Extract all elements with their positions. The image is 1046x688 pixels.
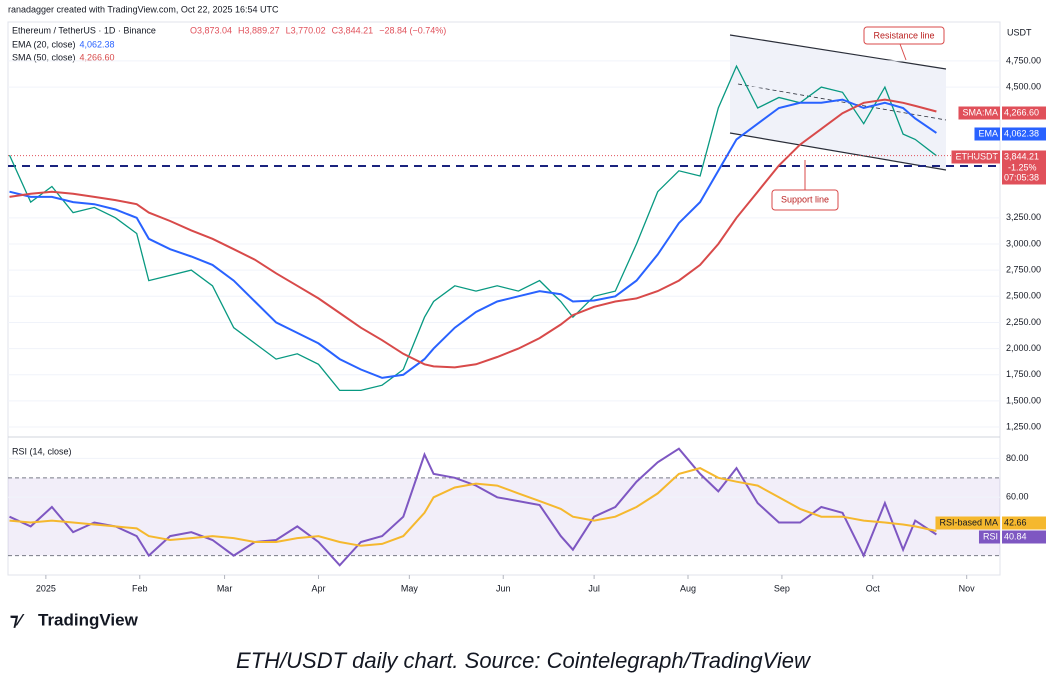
y-tick-label: 4,500.00	[1006, 81, 1041, 91]
value-tag	[1002, 150, 1046, 185]
y-tick-label: 4,750.00	[1006, 55, 1041, 65]
rsi-title: RSI (14, close)	[12, 446, 72, 456]
ohlc-value: C3,844.21	[332, 25, 374, 35]
y-tick-label: 3,000.00	[1006, 238, 1041, 248]
series-line	[9, 98, 937, 369]
tag-name-box	[974, 127, 1000, 141]
x-tick-label: Apr	[311, 583, 325, 593]
y-tick-label: 60.00	[1006, 492, 1029, 502]
change-label: -1.25%	[1008, 162, 1037, 172]
y-tick-label: 2,500.00	[1006, 291, 1041, 301]
symbol-title: Ethereum / TetherUS · 1D · Binance	[12, 25, 156, 35]
annotation: Support line	[781, 194, 829, 204]
legend-value: 4,266.60	[80, 52, 115, 62]
y-tick-label: 2,750.00	[1006, 265, 1041, 275]
resistance-line	[729, 34, 947, 70]
ohlc-value: H3,889.27	[238, 25, 280, 35]
ohlc-value: L3,770.02	[286, 25, 326, 35]
caption: ETH/USDT daily chart. Source: Cointelegr…	[236, 648, 812, 673]
value-tag-label: 3,844.21	[1004, 151, 1039, 161]
brand: TradingView	[38, 610, 139, 629]
legend-value: 4,062.38	[80, 39, 115, 49]
y-tick-label: 1,250.00	[1006, 421, 1041, 431]
series-line	[9, 447, 937, 567]
y-tick-label: 3,250.00	[1006, 212, 1041, 222]
channel-fill	[730, 35, 946, 170]
legend-label: EMA (20, close)	[12, 39, 76, 49]
y-tick-label: 2,250.00	[1006, 317, 1041, 327]
annotation-pointer	[899, 43, 907, 61]
countdown-label: 07:05:38	[1004, 172, 1039, 182]
y-tick-label: 2,000.00	[1006, 343, 1041, 353]
series-line	[8, 64, 937, 392]
y-tick-label: 80.00	[1006, 453, 1029, 463]
tag-name-box	[978, 530, 1000, 544]
value-tag-label: 40.84	[1004, 531, 1027, 541]
support-trendline	[729, 132, 947, 171]
tag-name: RSI	[983, 531, 998, 541]
value-tag	[1002, 127, 1046, 141]
brand-logo: ⁊⁄	[10, 610, 24, 629]
x-tick-label: Feb	[132, 583, 148, 593]
ohlc-value: −28.84 (−0.74%)	[379, 25, 446, 35]
x-tick-label: Mar	[217, 583, 233, 593]
x-tick-label: Nov	[959, 583, 976, 593]
y-tick-label: 1,500.00	[1006, 395, 1041, 405]
x-tick-label: Aug	[680, 583, 696, 593]
plot-frame	[7, 21, 1001, 576]
x-tick-label: May	[401, 583, 419, 593]
value-tag	[1002, 106, 1046, 120]
x-tick-label: Oct	[866, 583, 881, 593]
legend-label: SMA (50, close)	[12, 52, 76, 62]
currency: USDT	[1007, 27, 1032, 37]
value-tag	[1002, 516, 1046, 530]
x-tick-label: Sep	[774, 583, 790, 593]
tag-name: EMA	[978, 128, 998, 138]
x-tick-label: Jun	[496, 583, 511, 593]
x-tick-label: Jul	[588, 583, 600, 593]
value-tag-label: 4,062.38	[1004, 128, 1039, 138]
series-line	[9, 467, 937, 547]
x-tick-label: 2025	[36, 583, 56, 593]
tag-name-box	[958, 106, 1000, 120]
series-line	[9, 98, 937, 379]
tag-name-box	[935, 516, 1000, 530]
annotation-box	[863, 26, 945, 45]
annotation: Resistance line	[873, 30, 934, 40]
value-tag-label: 4,266.60	[1004, 107, 1039, 117]
rsi-band	[8, 477, 1000, 556]
tag-name: SMA:MA	[962, 107, 998, 117]
ohlc-value: O3,873.04	[190, 25, 232, 35]
tag-name: RSI-based MA	[939, 517, 998, 527]
value-tag-label: 42.66	[1004, 517, 1027, 527]
tag-name-box	[951, 150, 1000, 164]
y-tick-label: 1,750.00	[1006, 369, 1041, 379]
value-tag	[1002, 530, 1046, 544]
tag-name: ETHUSDT	[956, 151, 999, 161]
credit: ranadagger created with TradingView.com,…	[8, 4, 279, 14]
